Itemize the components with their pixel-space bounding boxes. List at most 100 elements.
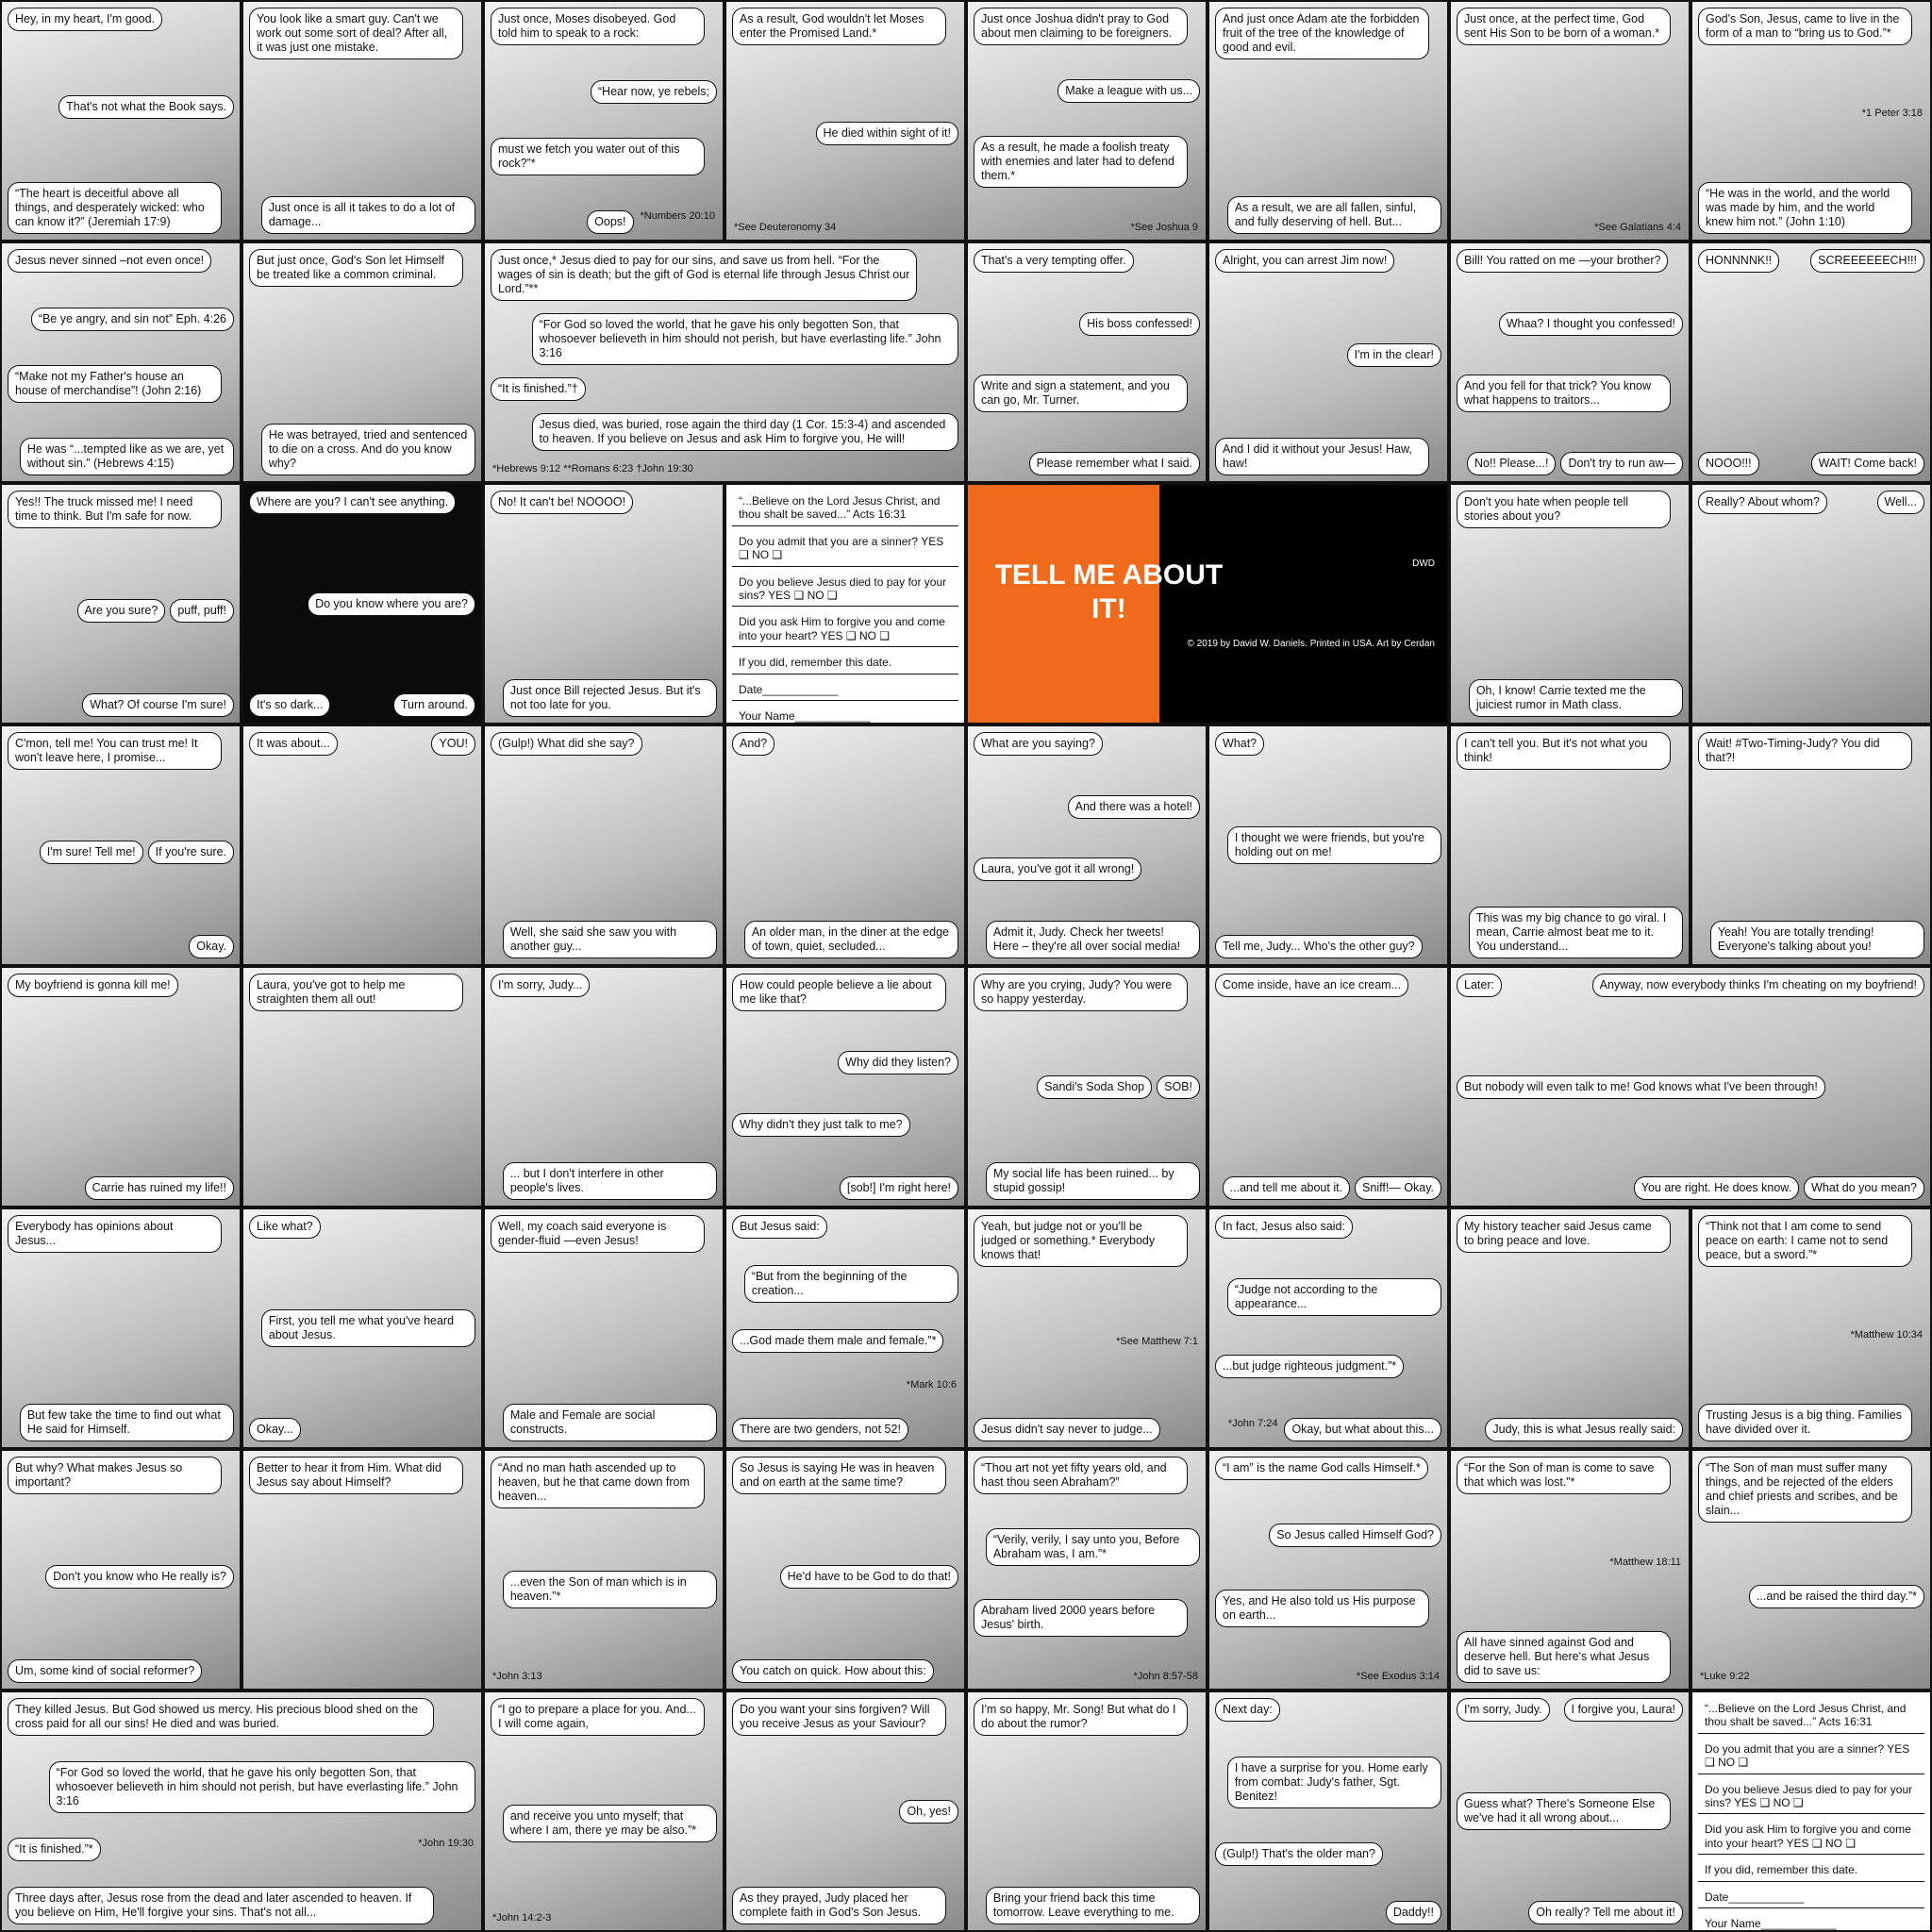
speech-bubble: I have a surprise for you. Home early fr… (1226, 1756, 1441, 1808)
speech-bubble: And? (732, 732, 775, 756)
speech-bubble: And you fell for that trick? You know wh… (1457, 375, 1672, 413)
speech-bubble: First, you tell me what you've heard abo… (260, 1309, 475, 1347)
speech-bubble: Everybody has opinions about Jesus... (8, 1215, 223, 1253)
speech-bubble: ...but judge righteous judgment.”* (1215, 1355, 1405, 1379)
speech-bubble: Write and sign a statement, and you can … (974, 375, 1189, 413)
speech-bubble: *See Matthew 7:1 (1116, 1336, 1198, 1348)
speech-bubble: But few take the time to find out what H… (19, 1404, 234, 1441)
speech-bubble: *See Exodus 3:14 (1356, 1670, 1440, 1682)
speech-bubble: All have sinned against God and deserve … (1457, 1631, 1672, 1683)
speech-bubble: Why didn't they just talk to me? (732, 1113, 910, 1138)
speech-bubble: He died within sight of it! (815, 121, 958, 145)
comic-panel: Next day: I have a surprise for you. Home… (1208, 1690, 1449, 1932)
speech-bubble: Don't you know who He really is? (45, 1565, 234, 1589)
speech-bubble: “For God so loved the world, that he gav… (531, 312, 958, 365)
comic-panel: Yeah, but judge not or you'll be judged … (966, 1208, 1208, 1449)
speech-bubble: *John 19:30 (418, 1838, 474, 1850)
comic-panel: What are you saying? And there was a hote… (966, 724, 1208, 966)
speech-bubble: Date____________ (732, 678, 958, 701)
speech-bubble: He'd have to be God to do that! (779, 1565, 958, 1589)
comic-panel: (Gulp!) What did she say? Well, she said … (483, 724, 724, 966)
comic-panel: That's a very tempting offer. His boss co… (966, 242, 1208, 483)
speech-bubble: And I did it without your Jesus! Haw, ha… (1215, 438, 1430, 475)
speech-bubble: You are right. He does know. (1633, 1176, 1800, 1200)
speech-bubble: But nobody will even talk to me! God kno… (1457, 1074, 1825, 1099)
speech-bubble: And there was a hotel! (1067, 794, 1200, 819)
speech-bubble: Just once,* Jesus died to pay for our si… (491, 249, 918, 301)
speech-bubble: (Gulp!) What did she say? (491, 732, 642, 756)
speech-bubble: “I go to prepare a place for you. And...… (491, 1698, 706, 1736)
speech-bubble: Bill! You ratted on me —your brother? (1457, 249, 1669, 273)
speech-bubble: HONNNNK!! (1698, 249, 1780, 273)
speech-bubble: *John 3:13 (492, 1670, 542, 1682)
speech-bubble: Anyway, now everybody thinks I'm cheatin… (1591, 974, 1924, 997)
comic-panel: But why? What makes Jesus so important? D… (0, 1449, 242, 1690)
speech-bubble: “The Son of man must suffer many things,… (1698, 1457, 1913, 1523)
speech-bubble: (Gulp!) That's the older man? (1215, 1842, 1383, 1867)
speech-bubble: “Be ye angry, and sin not” Eph. 4:26 (30, 307, 234, 331)
speech-bubble: As a result, God wouldn't let Moses ente… (732, 8, 947, 45)
comic-panel: As a result, God wouldn't let Moses ente… (724, 0, 966, 242)
speech-bubble: ... but I don't interfere in other peopl… (502, 1162, 717, 1200)
speech-bubble: Admit it, Judy. Check her tweets! Here –… (985, 920, 1200, 958)
speech-bubble: Jesus didn't say never to judge... (974, 1418, 1160, 1441)
comic-panel: Do you want your sins forgiven? Will you… (724, 1690, 966, 1932)
comic-panel: Where are you? I can't see anything. Do y… (242, 483, 483, 724)
speech-bubble: Better to hear it from Him. What did Jes… (249, 1457, 464, 1494)
speech-bubble: Tell me, Judy... Who's the other guy? (1215, 935, 1423, 958)
speech-bubble: Just once Joshua didn't pray to God abou… (974, 8, 1189, 45)
comic-panel: HONNNNK!! SCREEEEEECH!!! NOOO!!! WAIT! Come… (1690, 242, 1932, 483)
speech-bubble: Yeah! You are totally trending! Everyone… (1709, 921, 1924, 958)
speech-bubble: Oops! (587, 209, 634, 234)
speech-bubble: It's so dark... (249, 693, 331, 717)
comic-panel: Just once, Moses disobeyed. God told him… (483, 0, 724, 242)
speech-bubble: Yeah, but judge not or you'll be judged … (974, 1215, 1189, 1267)
speech-bubble: *John 7:24 (1227, 1417, 1278, 1429)
comic-panel: I'm sorry, Judy... ... but I don't interf… (483, 966, 724, 1208)
comic-panel: Yes!! The truck missed me! I need time t… (0, 483, 242, 724)
speech-bubble: C'mon, tell me! You can trust me! It won… (8, 732, 223, 770)
speech-bubble: “He was in the world, and the world was … (1698, 182, 1913, 234)
speech-bubble: Do you believe Jesus died to pay for you… (1698, 1778, 1924, 1815)
speech-bubble: No!! Please...! (1466, 451, 1557, 475)
speech-bubble: It was about... (249, 732, 338, 756)
speech-bubble: Yes!! The truck missed me! I need time t… (8, 491, 223, 528)
speech-bubble: My social life has been ruined... by stu… (985, 1162, 1200, 1200)
comic-panel: Like what? First, you tell me what you've… (242, 1208, 483, 1449)
comic-panel: C'mon, tell me! You can trust me! It won… (0, 724, 242, 966)
speech-bubble: must we fetch you water out of this rock… (491, 138, 706, 176)
speech-bubble: I can't tell you. But it's not what you … (1457, 732, 1672, 770)
speech-bubble: So Jesus is saying He was in heaven and … (732, 1457, 947, 1494)
speech-bubble: *John 8:57-58 (1133, 1670, 1199, 1682)
comic-panel: Really? About whom? Well... (1690, 483, 1932, 724)
comic-panel: Come inside, have an ice cream... ...and … (1208, 966, 1449, 1208)
speech-bubble: There are two genders, not 52! (732, 1418, 908, 1441)
speech-bubble: In fact, Jesus also said: (1215, 1215, 1353, 1239)
speech-bubble: Where are you? I can't see anything. (249, 491, 457, 514)
comic-panel: “Thou art not yet fifty years old, and h… (966, 1449, 1208, 1690)
speech-bubble: Oh, I know! Carrie texted me the juicies… (1468, 679, 1683, 717)
speech-bubble: WAIT! Come back! (1810, 452, 1924, 475)
speech-bubble: Okay. (189, 935, 234, 958)
speech-bubble: As they prayed, Judy placed her complete… (732, 1887, 947, 1924)
speech-bubble: They killed Jesus. But God showed us mer… (8, 1698, 435, 1736)
comic-panel: Jesus never sinned –not even once! “Be ye… (0, 242, 242, 483)
comic-panel: You look like a smart guy. Can't we work… (242, 0, 483, 242)
comic-panel: Better to hear it from Him. What did Jes… (242, 1449, 483, 1690)
speech-bubble: But why? What makes Jesus so important? (8, 1457, 223, 1494)
speech-bubble: “Think not that I am come to send peace … (1698, 1215, 1913, 1267)
speech-bubble: But just once, God's Son let Himself be … (249, 249, 464, 287)
speech-bubble: *Matthew 10:34 (1850, 1328, 1923, 1341)
speech-bubble: Whaa? I thought you confessed! (1498, 311, 1683, 336)
speech-bubble: Daddy!! (1385, 1900, 1441, 1924)
comic-panel: And? An older man, in the diner at the ed… (724, 724, 966, 966)
speech-bubble: Just once is all it takes to do a lot of… (260, 196, 475, 234)
speech-bubble: “And no man hath ascended up to heaven, … (491, 1457, 706, 1508)
comic-panel: Just once Joshua didn't pray to God abou… (966, 0, 1208, 242)
speech-bubble: Well... (1876, 491, 1924, 514)
speech-bubble: SCREEEEEECH!!! (1810, 249, 1924, 273)
speech-bubble: ...and tell me about it. (1222, 1176, 1351, 1200)
speech-bubble: “I am” is the name God calls Himself.* (1215, 1457, 1428, 1480)
speech-bubble: *See Galatians 4:4 (1594, 221, 1681, 233)
speech-bubble: [sob!] I'm right here! (839, 1175, 958, 1200)
